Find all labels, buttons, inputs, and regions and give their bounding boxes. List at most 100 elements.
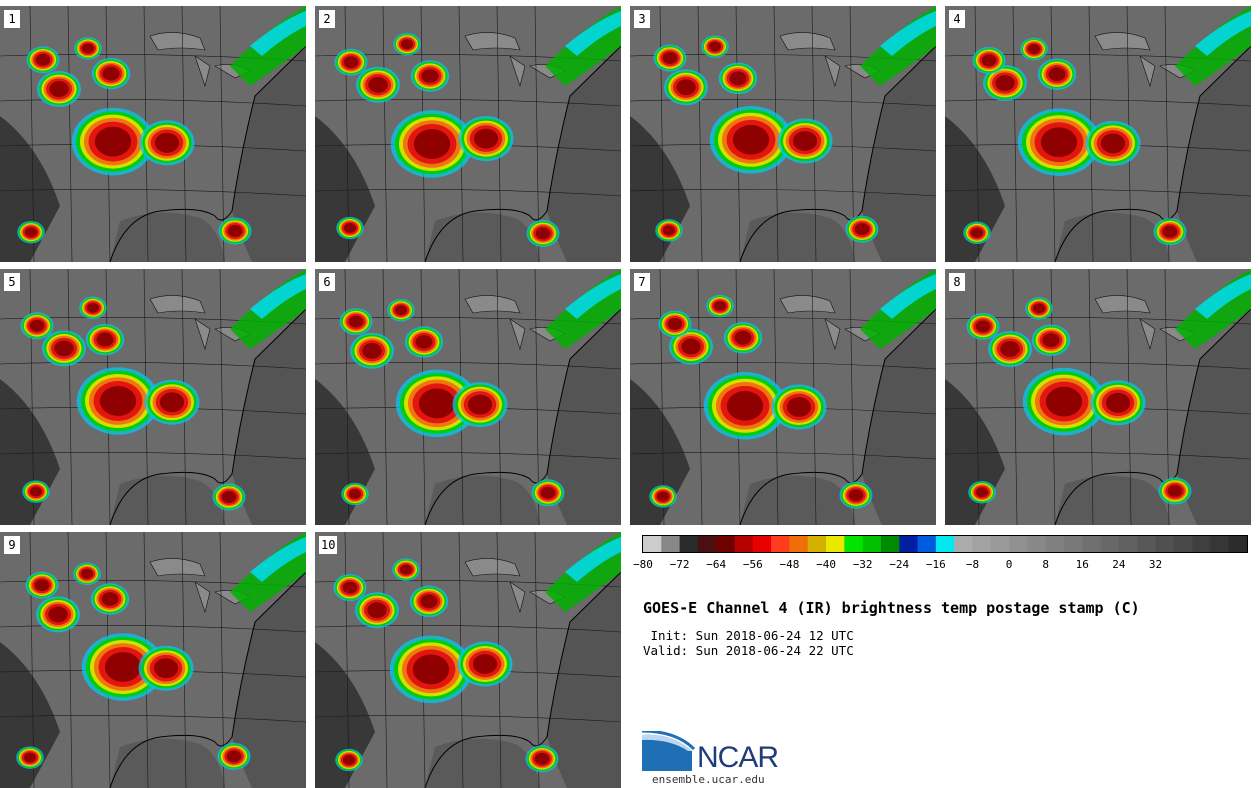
storm-cell — [1042, 333, 1060, 348]
panel-number: 3 — [634, 10, 650, 28]
colorbar-tick-label: 0 — [1005, 558, 1013, 571]
panel-number: 7 — [634, 273, 650, 291]
storm-cell — [154, 132, 180, 153]
storm-cell — [101, 592, 119, 606]
storm-cell — [221, 491, 237, 503]
storm-cell — [29, 319, 45, 332]
colorbar-segment — [1027, 536, 1046, 552]
storm-cell — [226, 750, 242, 763]
storm-cell — [662, 225, 676, 236]
storm-cell — [104, 652, 142, 682]
panel-number: 10 — [319, 536, 338, 554]
colorbar-segment — [1173, 536, 1193, 552]
panel-number: 9 — [4, 536, 20, 554]
colorbar-segment — [1210, 536, 1229, 552]
storm-cells — [334, 32, 560, 247]
postage-stamp-panel: 1 — [0, 6, 306, 262]
storm-cell — [540, 486, 556, 499]
gulf-ocean — [740, 212, 855, 262]
gulf-ocean — [740, 475, 855, 525]
colorbar-tick-label: −32 — [852, 558, 873, 571]
storm-cell — [342, 755, 356, 765]
postage-stamp-panel: 10 — [315, 532, 621, 788]
storm-cell — [99, 386, 137, 416]
colorbar-segment — [899, 536, 918, 552]
coastline — [109, 308, 306, 525]
storm-cells — [339, 298, 565, 507]
init-time: Init: Sun 2018-06-24 12 UTC — [643, 628, 854, 643]
colorbar-segment — [935, 536, 955, 552]
gulf-ocean — [110, 212, 225, 262]
colorbar-segment — [826, 536, 845, 552]
storm-cell — [734, 330, 752, 345]
storm-cells — [649, 294, 873, 509]
coastline — [109, 571, 306, 788]
gulf-ocean — [110, 475, 225, 525]
storm-cell — [343, 223, 357, 233]
colorbar-tick-label: −80 — [633, 558, 653, 571]
colorbar-tick-label: 32 — [1148, 558, 1163, 571]
storm-cell — [159, 392, 185, 413]
postage-stamp-panel: 9 — [0, 532, 306, 788]
colorbar-tick-label: −16 — [925, 558, 946, 571]
western-dark-terrain — [315, 642, 375, 788]
colorbar-segment — [1063, 536, 1083, 552]
coastline — [424, 571, 621, 788]
storm-cell — [362, 342, 382, 359]
colorbar-tick-label: −48 — [779, 558, 800, 571]
storm-cell — [995, 75, 1015, 91]
atlantic-ocean — [1177, 46, 1251, 262]
storm-cell — [1045, 386, 1083, 417]
storm-cell — [24, 227, 38, 238]
storm-cell — [1032, 303, 1046, 314]
storm-cell — [415, 335, 433, 349]
storm-cells — [16, 562, 251, 770]
colorbar-segment — [1155, 536, 1175, 552]
colorbar-segment — [716, 536, 735, 552]
storm-cell — [472, 654, 498, 674]
colorbar-segment — [1009, 536, 1028, 552]
colorbar-segment — [1192, 536, 1211, 552]
coastline — [424, 308, 621, 525]
panel-number: 2 — [319, 10, 335, 28]
storm-cells — [17, 37, 252, 245]
storm-cell — [1105, 392, 1131, 413]
storm-cell — [54, 340, 74, 357]
panel-number: 4 — [949, 10, 965, 28]
postage-stamp-panel: 6 — [315, 269, 621, 525]
colorbar-tick-label: 24 — [1112, 558, 1126, 571]
storm-cell — [848, 489, 864, 502]
storm-cells — [333, 558, 559, 773]
panel-number: 6 — [319, 273, 335, 291]
colorbar-tick-label: −40 — [816, 558, 836, 571]
storm-cells — [966, 297, 1192, 505]
storm-cell — [342, 581, 358, 594]
colorbar-segment — [990, 536, 1010, 552]
logo-url: ensemble.ucar.edu — [652, 773, 765, 786]
postage-stamp-panel: 7 — [630, 269, 936, 525]
gulf-ocean — [425, 212, 540, 262]
storm-cell — [981, 54, 997, 67]
panel-number: 5 — [4, 273, 20, 291]
storm-cell — [1000, 341, 1020, 357]
colorbar-segment — [880, 536, 900, 552]
storm-cell — [153, 658, 179, 679]
gulf-ocean — [425, 738, 540, 788]
colorbar-segment — [807, 536, 827, 552]
storm-cell — [1162, 225, 1178, 238]
storm-cell — [681, 338, 701, 355]
colorbar-segment — [789, 536, 809, 552]
colorbar-tick-label: 16 — [1075, 558, 1089, 571]
coastline — [1054, 308, 1251, 525]
storm-cell — [708, 41, 722, 52]
colorbar-segment — [734, 536, 754, 552]
coastline — [739, 308, 936, 525]
storm-cell — [413, 129, 451, 159]
coastline — [109, 45, 306, 262]
storm-cell — [348, 489, 362, 499]
storm-cell — [1040, 127, 1078, 158]
storm-cell — [662, 52, 678, 64]
atlantic-ocean — [1177, 309, 1251, 525]
storm-cell — [975, 320, 991, 333]
colorbar-tick-label: −8 — [965, 558, 980, 571]
